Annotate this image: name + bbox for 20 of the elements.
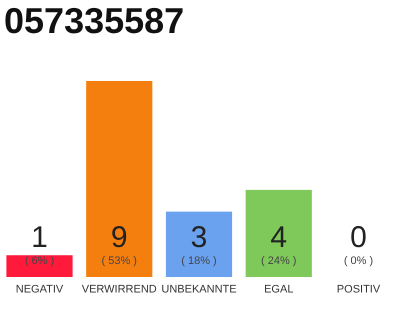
data-label: 0 [350, 221, 367, 254]
data-label: 4 [270, 221, 288, 254]
annotation: ( 18% ) [181, 255, 217, 267]
data-label: 9 [110, 221, 128, 254]
x-tick-label: NEGATIV [16, 284, 64, 296]
annotation: ( 53% ) [102, 255, 137, 267]
x-tick-label: EGAL [264, 284, 294, 296]
annotation: ( 6% ) [24, 255, 54, 267]
x-tick-label: VERWIRREND [82, 284, 157, 296]
annotation: ( 24% ) [261, 255, 296, 267]
bar [166, 212, 232, 277]
chart-title: 057335587 [4, 0, 184, 41]
data-label: 3 [190, 221, 208, 254]
annotation: ( 0% ) [344, 255, 374, 267]
data-label: 1 [31, 221, 48, 254]
bar [86, 81, 152, 277]
x-tick-label: POSITIV [336, 284, 381, 296]
x-tick-label: UNBEKANNTE [161, 284, 237, 296]
bar [6, 255, 73, 277]
bar [246, 190, 312, 277]
